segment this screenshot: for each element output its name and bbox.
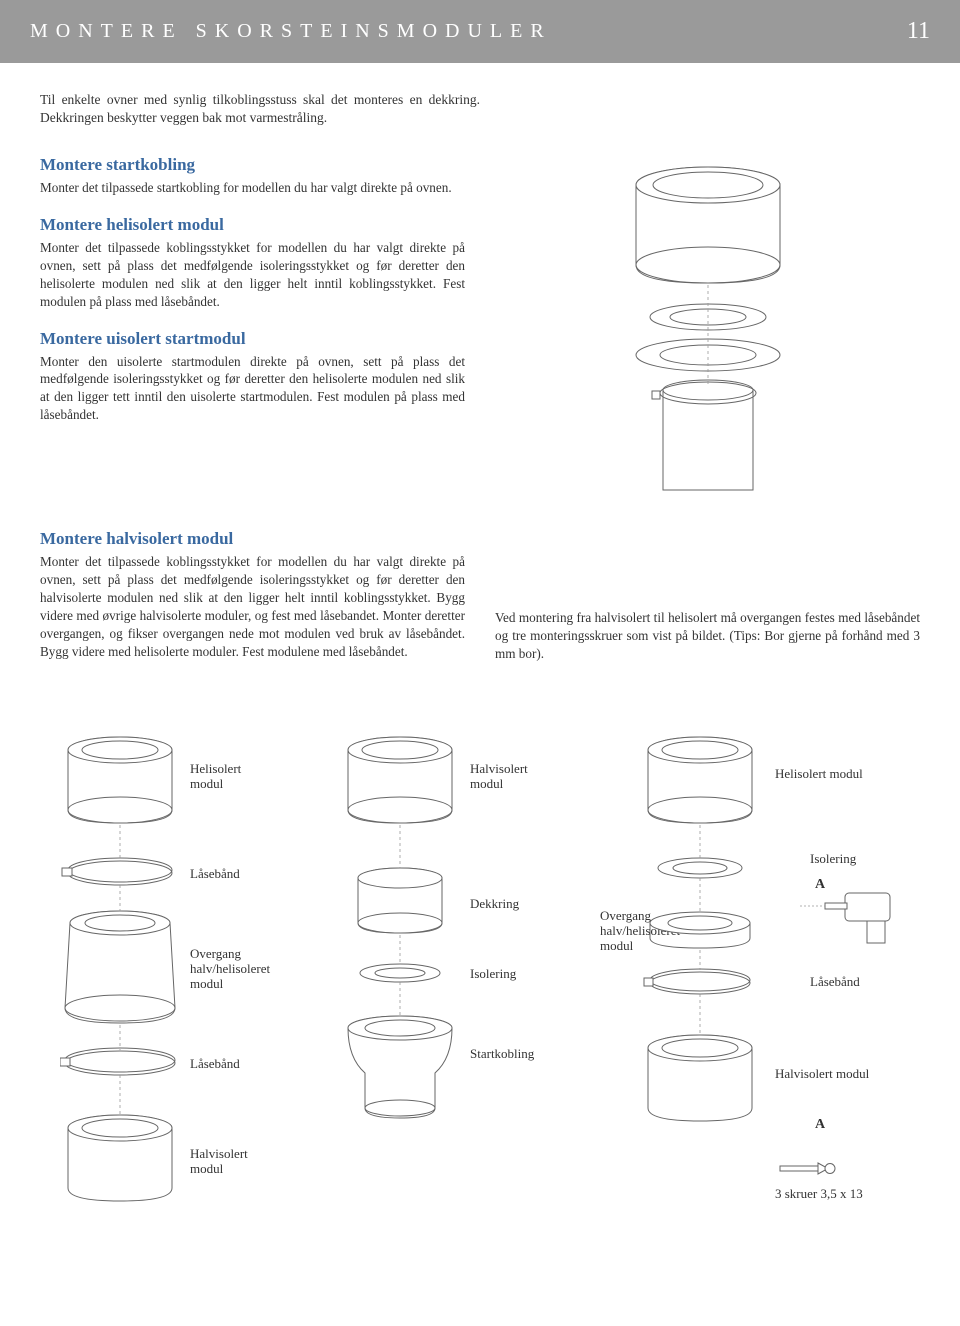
section-body: Monter det tilpassede koblingsstykket fo…: [40, 553, 465, 660]
svg-text:Dekkring: Dekkring: [470, 896, 520, 911]
exploded-diagram-main: [495, 155, 920, 515]
section-title: Montere uisolert startmodul: [40, 329, 465, 349]
section-title: Montere startkobling: [40, 155, 465, 175]
section-body: Monter det tilpassede startkobling for m…: [40, 179, 465, 197]
page-content: Til enkelte ovner med synlig tilkoblings…: [0, 63, 960, 1256]
svg-text:Overgang: Overgang: [190, 946, 242, 961]
svg-text:Halvisolert: Halvisolert: [190, 1146, 248, 1161]
svg-text:modul: modul: [470, 776, 504, 791]
right-note: Ved montering fra halvisolert til heliso…: [495, 529, 920, 678]
page-title: MONTERE SKORSTEINSMODULER: [30, 20, 552, 43]
svg-text:Helisolert: Helisolert: [190, 761, 242, 776]
section-body: Monter det tilpassede koblingsstykket fo…: [40, 239, 465, 310]
svg-text:Låsebånd: Låsebånd: [190, 866, 240, 881]
svg-text:Helisolert modul: Helisolert modul: [775, 766, 863, 781]
diagram-column-3: Helisolert modul Isolering A Overgang ha…: [600, 728, 920, 1228]
svg-text:Isolering: Isolering: [810, 851, 857, 866]
svg-text:Overgang: Overgang: [600, 908, 652, 923]
svg-text:A: A: [815, 877, 826, 892]
svg-text:A: A: [815, 1117, 826, 1132]
section-halvisolert: Montere halvisolert modul Monter det til…: [40, 529, 465, 660]
svg-text:Isolering: Isolering: [470, 966, 517, 981]
svg-text:modul: modul: [190, 976, 224, 991]
section-title: Montere halvisolert modul: [40, 529, 465, 549]
svg-text:3 skruer 3,5 x 13: 3 skruer 3,5 x 13: [775, 1186, 863, 1201]
intro-text: Til enkelte ovner med synlig tilkoblings…: [40, 91, 480, 127]
diagram-column-1: Helisolert modul Låsebånd Overgang halv/…: [40, 728, 300, 1228]
svg-text:modul: modul: [600, 938, 634, 953]
svg-text:Halvisolert: Halvisolert: [470, 761, 528, 776]
page-header: MONTERE SKORSTEINSMODULER 11: [0, 0, 960, 63]
section-body: Monter den uisolerte startmodulen direkt…: [40, 353, 465, 424]
svg-text:modul: modul: [190, 1161, 224, 1176]
svg-text:Startkobling: Startkobling: [470, 1046, 535, 1061]
svg-text:Låsebånd: Låsebånd: [190, 1056, 240, 1071]
svg-text:halv/helisoleret: halv/helisoleret: [190, 961, 271, 976]
module-diagram-grid: Helisolert modul Låsebånd Overgang halv/…: [40, 728, 920, 1228]
svg-text:Halvisolert modul: Halvisolert modul: [775, 1066, 870, 1081]
section-uisolert: Montere uisolert startmodul Monter den u…: [40, 329, 465, 424]
svg-text:modul: modul: [190, 776, 224, 791]
section-title: Montere helisolert modul: [40, 215, 465, 235]
diagram-column-2: Halvisolert modul Dekkring Isolering Sta…: [320, 728, 580, 1228]
section-startkobling: Montere startkobling Monter det tilpasse…: [40, 155, 465, 197]
page-number: 11: [907, 18, 930, 45]
section-helisolert: Montere helisolert modul Monter det tilp…: [40, 215, 465, 310]
svg-text:Låsebånd: Låsebånd: [810, 974, 860, 989]
